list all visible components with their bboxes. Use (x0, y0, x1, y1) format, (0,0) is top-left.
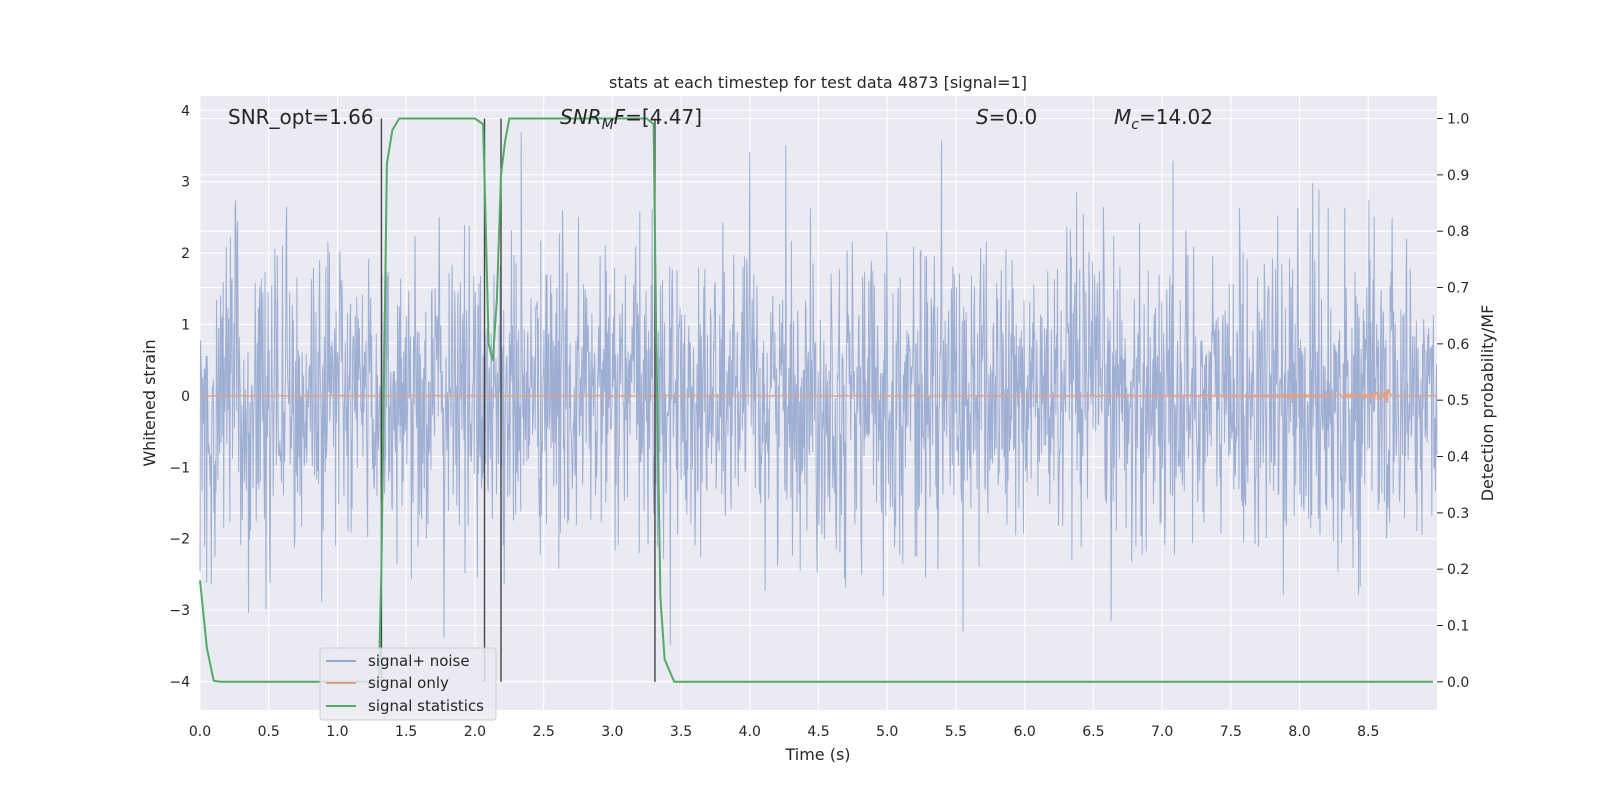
x-tick-labels: 0.0 0.5 1.0 1.5 2.0 2.5 3.0 3.5 4.0 4.5 5.0 5.5 6.0 6… (189, 724, 1380, 740)
signal-path (199, 388, 1437, 403)
x-tick-2: 1.0 (326, 724, 348, 740)
x-tick-13: 6.5 (1082, 724, 1104, 740)
x-tick-15: 7.5 (1220, 724, 1242, 740)
y-left-tick-labels: −4 −3 −2 −1 0 1 2 3 4 (169, 103, 190, 690)
legend-box (319, 647, 497, 721)
x-tick-8: 4.0 (739, 724, 761, 740)
annotation-mc-value: =14.02 (1139, 105, 1213, 129)
x-axis-label: Time (s) (784, 745, 850, 764)
annotation-mc-sub: c (1131, 117, 1139, 133)
annotation-mc: Mc=14.02 (1114, 105, 1213, 133)
yl-tick-6: 2 (181, 246, 190, 262)
annotation-s: S=0.0 (976, 105, 1037, 129)
x-tick-4: 2.0 (464, 724, 486, 740)
yr-tick-3: 0.3 (1447, 506, 1469, 522)
x-tick-14: 7.0 (1151, 724, 1173, 740)
annotation-s-value: =0.0 (989, 105, 1038, 129)
y-left-axis-label: Whitened strain (140, 339, 159, 466)
annotation-snr-mf-value: =[4.47] (625, 105, 702, 129)
x-tick-9: 4.5 (807, 724, 829, 740)
yr-tick-2: 0.2 (1447, 562, 1469, 578)
series-signal-noise (199, 132, 1438, 646)
yl-tick-0: −4 (169, 674, 190, 690)
yr-tick-10: 1.0 (1447, 112, 1469, 128)
x-tick-16: 8.0 (1288, 724, 1310, 740)
yl-tick-4: 0 (181, 389, 190, 405)
yr-tick-7: 0.7 (1447, 281, 1469, 297)
x-tick-11: 5.5 (945, 724, 967, 740)
yr-tick-5: 0.5 (1447, 393, 1469, 409)
annotation-mc-symbol: M (1114, 105, 1131, 129)
yr-tick-6: 0.6 (1447, 337, 1469, 353)
x-tick-10: 5.0 (876, 724, 898, 740)
yr-tick-9: 0.9 (1447, 168, 1469, 184)
annotation-snr-mf-tail: F (614, 105, 626, 129)
x-tick-3: 1.5 (395, 724, 417, 740)
annotation-snr-opt: SNR_opt=1.66 (228, 105, 374, 129)
yl-tick-7: 3 (181, 175, 190, 191)
yr-tick-1: 0.1 (1447, 619, 1469, 635)
y-right-axis-label: Detection probability/MF (1478, 305, 1497, 502)
annotation-snr-mf-sub: M (602, 117, 614, 133)
chart-title: stats at each timestep for test data 487… (609, 73, 1027, 92)
vertical-markers (380, 118, 656, 682)
yl-tick-8: 4 (181, 103, 190, 119)
yr-tick-4: 0.4 (1447, 450, 1469, 466)
y-right-tick-labels: 0.0 0.1 0.2 0.3 0.4 0.5 0.6 0.7 0.8 0.9 1.0 (1437, 112, 1469, 691)
yr-tick-0: 0.0 (1447, 675, 1469, 691)
x-tick-5: 2.5 (532, 724, 554, 740)
x-tick-12: 6.0 (1014, 724, 1036, 740)
x-tick-1: 0.5 (258, 724, 280, 740)
yr-tick-8: 0.8 (1447, 224, 1469, 240)
yl-tick-1: −3 (169, 603, 190, 619)
annotation-snr-mf-main: SNR (560, 105, 602, 129)
legend-label-signal-noise: signal+ noise (368, 652, 470, 670)
legend-label-signal-statistics: signal statistics (368, 697, 484, 715)
x-tick-7: 3.5 (670, 724, 692, 740)
legend: signal+ noise signal only signal statist… (319, 647, 497, 721)
yl-tick-2: −2 (169, 532, 190, 548)
annotation-s-symbol: S (976, 105, 989, 129)
noise-path (199, 132, 1438, 646)
x-tick-17: 8.5 (1357, 724, 1379, 740)
x-tick-0: 0.0 (189, 724, 211, 740)
annotation-snr-mf: SNRMF=[4.47] (560, 105, 702, 133)
series-signal-only (199, 388, 1437, 403)
legend-label-signal-only: signal only (368, 674, 449, 692)
yl-tick-5: 1 (181, 317, 190, 333)
yl-tick-3: −1 (169, 460, 190, 476)
x-tick-6: 3.0 (601, 724, 623, 740)
